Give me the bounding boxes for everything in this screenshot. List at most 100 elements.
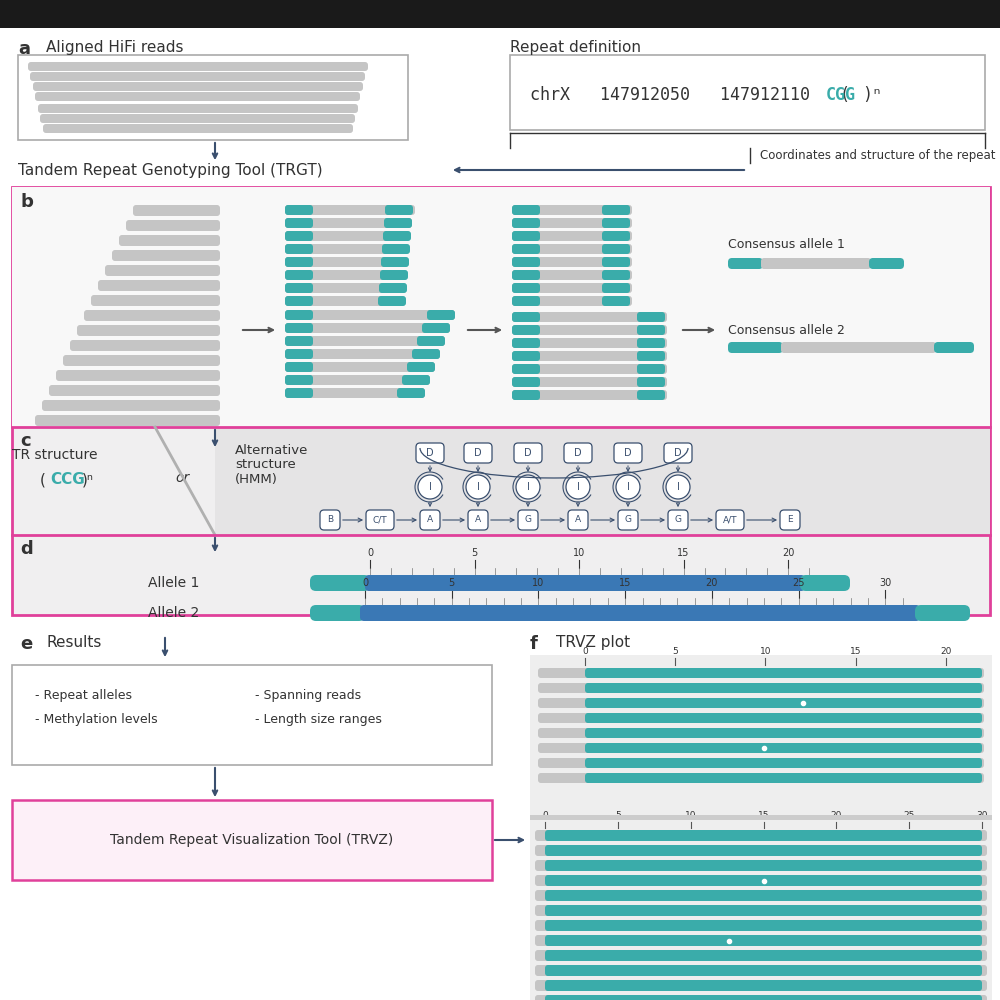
Circle shape (566, 475, 590, 499)
FancyBboxPatch shape (420, 510, 440, 530)
Circle shape (418, 475, 442, 499)
FancyBboxPatch shape (91, 295, 220, 306)
Text: 0: 0 (367, 548, 373, 558)
FancyBboxPatch shape (320, 510, 340, 530)
Text: e: e (20, 635, 32, 653)
FancyBboxPatch shape (378, 296, 406, 306)
FancyBboxPatch shape (381, 257, 409, 267)
Text: - Repeat alleles: - Repeat alleles (35, 688, 132, 702)
FancyBboxPatch shape (383, 231, 411, 241)
FancyBboxPatch shape (84, 310, 220, 321)
Text: I: I (429, 482, 431, 492)
FancyBboxPatch shape (402, 375, 430, 385)
FancyBboxPatch shape (105, 265, 220, 276)
Text: B: B (327, 516, 333, 524)
FancyBboxPatch shape (49, 385, 220, 396)
Text: Tandem Repeat Genotyping Tool (TRGT): Tandem Repeat Genotyping Tool (TRGT) (18, 162, 323, 178)
FancyBboxPatch shape (512, 377, 667, 387)
FancyBboxPatch shape (780, 510, 800, 530)
FancyBboxPatch shape (535, 995, 987, 1000)
FancyBboxPatch shape (427, 310, 455, 320)
FancyBboxPatch shape (365, 575, 805, 591)
FancyBboxPatch shape (915, 605, 970, 621)
Bar (530, 655, 992, 815)
Text: Results: Results (46, 635, 101, 650)
Text: 10: 10 (760, 647, 771, 656)
FancyBboxPatch shape (602, 270, 630, 280)
Text: I: I (627, 482, 629, 492)
Text: C/T: C/T (373, 516, 387, 524)
Text: - Spanning reads: - Spanning reads (255, 688, 361, 702)
FancyBboxPatch shape (70, 340, 220, 351)
Text: 5: 5 (615, 811, 621, 820)
Text: E: E (787, 516, 793, 524)
Text: Repeat definition: Repeat definition (510, 40, 641, 55)
FancyBboxPatch shape (285, 283, 313, 293)
FancyBboxPatch shape (512, 218, 632, 228)
FancyBboxPatch shape (637, 325, 665, 335)
FancyBboxPatch shape (535, 935, 987, 946)
FancyBboxPatch shape (422, 323, 450, 333)
FancyBboxPatch shape (512, 205, 632, 215)
Text: 25: 25 (792, 578, 805, 588)
Text: 20: 20 (706, 578, 718, 588)
FancyBboxPatch shape (538, 683, 984, 693)
Text: Alternative: Alternative (235, 444, 308, 456)
Text: 15: 15 (758, 811, 769, 820)
FancyBboxPatch shape (512, 390, 540, 400)
FancyBboxPatch shape (564, 443, 592, 463)
Text: 30: 30 (976, 811, 988, 820)
FancyBboxPatch shape (285, 257, 313, 267)
Text: 20: 20 (831, 811, 842, 820)
Text: A: A (475, 516, 481, 524)
FancyBboxPatch shape (35, 415, 220, 426)
FancyBboxPatch shape (417, 336, 445, 346)
Text: D: D (426, 448, 434, 458)
Text: A/T: A/T (723, 516, 737, 524)
FancyBboxPatch shape (728, 342, 783, 353)
FancyBboxPatch shape (285, 349, 313, 359)
FancyBboxPatch shape (285, 296, 313, 306)
FancyBboxPatch shape (285, 323, 450, 333)
Bar (12, 665, 492, 765)
Bar (530, 815, 992, 820)
FancyBboxPatch shape (538, 758, 984, 768)
FancyBboxPatch shape (637, 312, 665, 322)
Text: A: A (427, 516, 433, 524)
Circle shape (666, 475, 690, 499)
Text: D: D (524, 448, 532, 458)
FancyBboxPatch shape (464, 443, 492, 463)
FancyBboxPatch shape (285, 375, 430, 385)
Text: chrX   147912050   147912110   (: chrX 147912050 147912110 ( (530, 86, 850, 104)
FancyBboxPatch shape (535, 845, 987, 856)
FancyBboxPatch shape (637, 338, 665, 348)
FancyBboxPatch shape (535, 860, 987, 871)
Text: 15: 15 (677, 548, 690, 558)
FancyBboxPatch shape (285, 218, 412, 228)
FancyBboxPatch shape (385, 205, 413, 215)
FancyBboxPatch shape (285, 336, 313, 346)
FancyBboxPatch shape (545, 995, 982, 1000)
Text: 0: 0 (542, 811, 548, 820)
Text: b: b (20, 193, 33, 211)
Text: (: ( (40, 473, 46, 488)
FancyBboxPatch shape (538, 728, 984, 738)
Text: - Methylation levels: - Methylation levels (35, 714, 158, 726)
FancyBboxPatch shape (568, 510, 588, 530)
FancyBboxPatch shape (512, 338, 667, 348)
FancyBboxPatch shape (800, 575, 850, 591)
FancyBboxPatch shape (512, 257, 540, 267)
Circle shape (516, 475, 540, 499)
FancyBboxPatch shape (538, 713, 984, 723)
FancyBboxPatch shape (512, 205, 540, 215)
FancyBboxPatch shape (535, 950, 987, 961)
Text: 20: 20 (940, 647, 952, 656)
FancyBboxPatch shape (512, 270, 540, 280)
Text: 20: 20 (782, 548, 794, 558)
FancyBboxPatch shape (602, 283, 630, 293)
Text: TRVZ plot: TRVZ plot (556, 635, 630, 650)
Text: 5: 5 (471, 548, 478, 558)
Text: CGG: CGG (826, 86, 856, 104)
FancyBboxPatch shape (545, 920, 982, 931)
FancyBboxPatch shape (285, 310, 313, 320)
